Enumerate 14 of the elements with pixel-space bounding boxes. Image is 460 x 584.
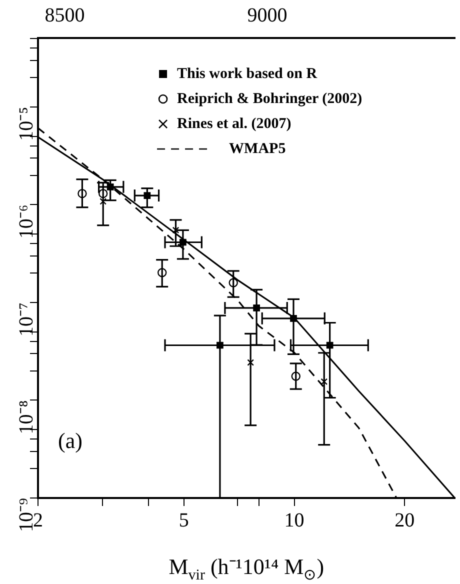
x2-tick-label: 8500 <box>44 4 85 26</box>
y-tick-label: 10⁻⁸ <box>15 400 38 434</box>
y-tick-label: 10⁻⁷ <box>15 302 38 336</box>
legend-label: WMAP5 <box>229 140 286 157</box>
legend-label: This work based on R <box>177 66 318 82</box>
x-tick-label: 10 <box>284 509 304 532</box>
legend-label: Rines et al. (2007) <box>177 116 292 132</box>
y-tick-label: 10⁻⁶ <box>15 204 38 239</box>
annotation: (a) <box>58 428 82 453</box>
y-tick-label: 10⁻⁵ <box>15 106 38 141</box>
legend-label: Reiprich & Bohringer (2002) <box>177 90 362 107</box>
x2-tick-label: 9000 <box>247 4 288 26</box>
x-tick-label: 5 <box>178 509 189 532</box>
x-tick-label: 20 <box>394 509 415 532</box>
